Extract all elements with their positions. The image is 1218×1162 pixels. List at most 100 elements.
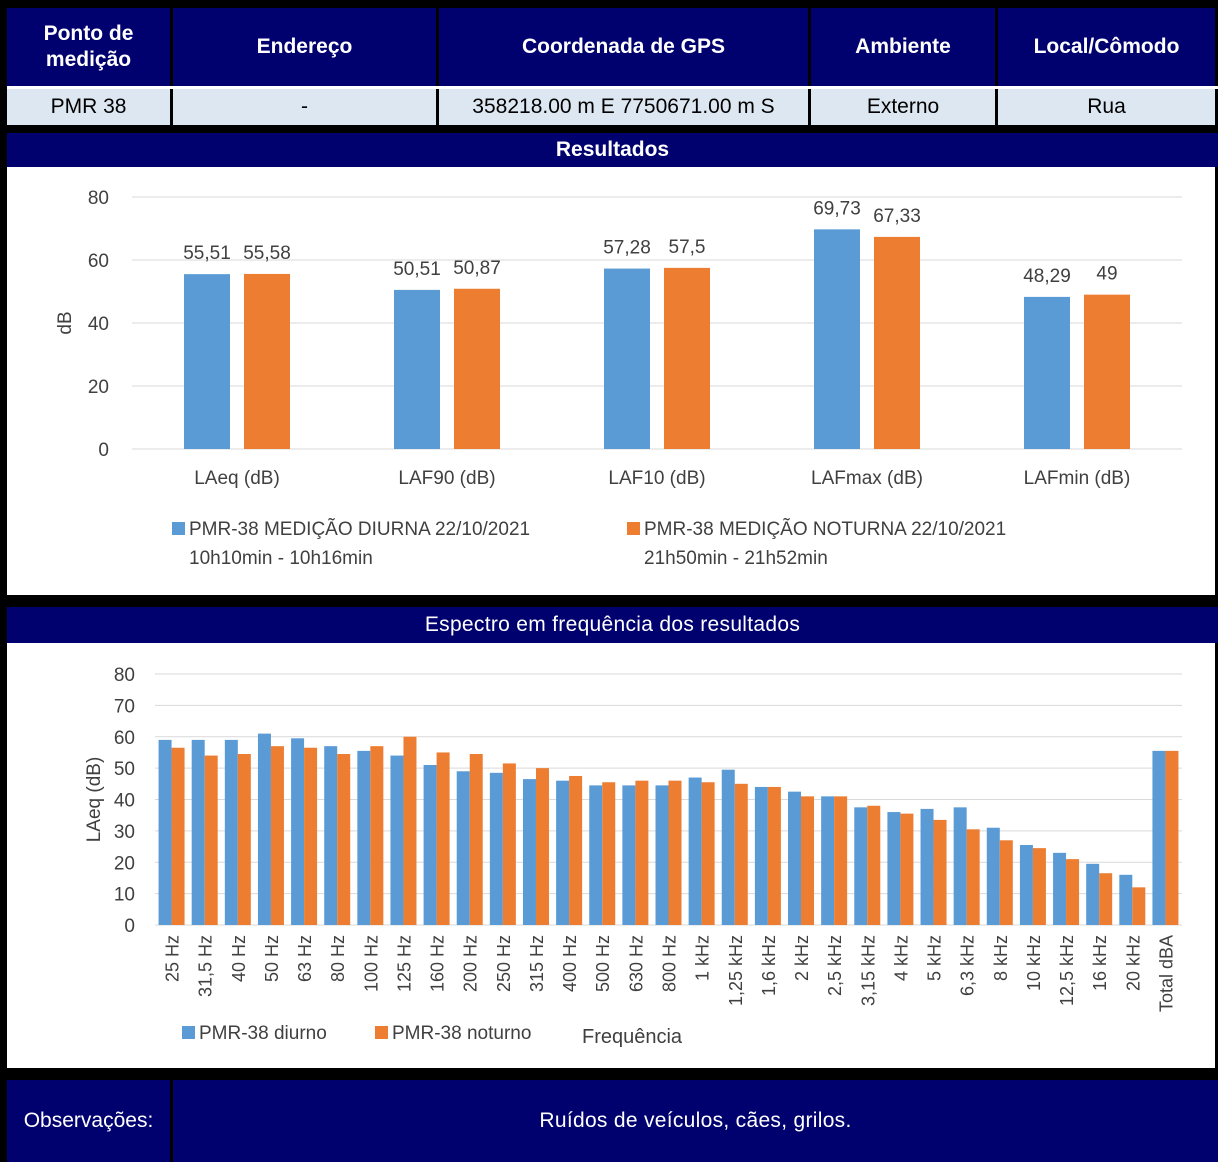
bar (721, 769, 735, 925)
header-endereco: Endereço (173, 8, 439, 86)
data-label: 57,5 (669, 237, 706, 258)
bar (668, 780, 682, 925)
bar (767, 786, 781, 925)
x-tick-label: LAFmax (dB) (811, 468, 923, 489)
y-tick-label: 0 (124, 916, 135, 937)
data-label: 67,33 (873, 206, 921, 227)
bar (522, 779, 536, 925)
x-tick-label: 25 Hz (163, 935, 183, 982)
bar (589, 785, 603, 925)
header-local: Local/Cômodo (998, 8, 1218, 86)
spectrum-chart: 0 10 20 30 40 50 60 70 80 LAeq (dB) 25 Hz 31,5 Hz 40… (84, 665, 1182, 1048)
x-tick-label: 2,5 kHz (825, 935, 845, 996)
bar (953, 807, 967, 925)
bar (436, 752, 450, 925)
y-axis-label: dB (55, 311, 76, 334)
value-endereco: - (173, 89, 439, 125)
data-label: 55,58 (243, 243, 291, 264)
x-tick-label: 80 Hz (328, 935, 348, 982)
bar (456, 771, 470, 925)
value-coordenada: 358218.00 m E 7750671.00 m S (439, 89, 811, 125)
bar (604, 268, 650, 449)
x-tick-label: 2 kHz (792, 935, 812, 981)
x-tick-label: 630 Hz (626, 935, 646, 992)
bar (1165, 750, 1179, 925)
legend-label-line2: 10h10min - 10h16min (189, 548, 373, 569)
bar (900, 813, 914, 925)
x-tick-label: 250 Hz (494, 935, 514, 992)
bar (291, 738, 305, 925)
x-tick-label: 125 Hz (394, 935, 414, 992)
bar (370, 746, 384, 925)
y-tick-label: 80 (114, 665, 135, 686)
x-tick-label: 5 kHz (925, 935, 945, 981)
y-tick-label: 50 (114, 759, 135, 780)
x-tick-label: LAeq (dB) (194, 468, 280, 489)
x-tick-label: 160 Hz (428, 935, 448, 992)
x-tick-label: LAF90 (dB) (398, 468, 495, 489)
legend-label: PMR-38 MEDIÇÃO DIURNA 22/10/2021 (189, 518, 530, 540)
x-tick-label: 1,25 kHz (726, 935, 746, 1006)
bar (184, 274, 230, 449)
spectrum-title: Espectro em frequência dos resultados (7, 607, 1218, 643)
spectrum-chart-panel: 0 10 20 30 40 50 60 70 80 LAeq (dB) 25 Hz 31,5 Hz 40… (7, 643, 1218, 1068)
bar (158, 739, 172, 925)
bar (821, 796, 835, 925)
x-tick-label: 6,3 kHz (958, 935, 978, 996)
bar (1084, 294, 1130, 449)
legend-label: PMR-38 noturno (392, 1023, 531, 1044)
row-separator (7, 125, 1218, 133)
results-chart: 0 20 40 60 80 dB 55,51 55,58 LAeq (dB) 50,51 50,87… (55, 188, 1182, 569)
header-coordenada: Coordenada de GPS (439, 8, 811, 86)
bar (224, 739, 238, 925)
data-label: 49 (1096, 264, 1117, 285)
value-ponto: PMR 38 (7, 89, 173, 125)
data-label: 50,87 (453, 258, 501, 279)
bar (622, 785, 636, 925)
bar (569, 775, 583, 925)
bar (257, 733, 271, 925)
bar (454, 288, 500, 449)
y-tick-label: 40 (114, 791, 135, 812)
bar (688, 777, 702, 925)
panel-separator (7, 595, 1218, 607)
bar (920, 808, 934, 925)
x-tick-label: 31,5 Hz (196, 935, 216, 997)
value-ambiente: Externo (811, 89, 998, 125)
y-axis-label: LAeq (dB) (84, 757, 105, 843)
bar (1019, 844, 1033, 925)
bar (834, 796, 848, 925)
bar (1119, 874, 1133, 925)
panel-separator-2 (7, 1068, 1218, 1080)
bar (1152, 750, 1166, 925)
bar (602, 782, 616, 925)
x-tick-label: 3,15 kHz (858, 935, 878, 1006)
x-tick-label: Total dBA (1156, 935, 1176, 1012)
x-axis-label: Frequência (582, 1026, 683, 1048)
bar (469, 754, 483, 925)
bar (171, 747, 185, 925)
bar (237, 754, 251, 925)
bar (655, 785, 669, 925)
x-tick-label: LAFmin (dB) (1024, 468, 1131, 489)
results-title: Resultados (7, 133, 1218, 167)
bar (734, 783, 748, 925)
x-tick-label: 100 Hz (361, 935, 381, 992)
x-tick-label: 200 Hz (461, 935, 481, 992)
bar (986, 827, 1000, 925)
y-tick-label: 20 (114, 853, 135, 874)
results-chart-panel: 0 20 40 60 80 dB 55,51 55,58 LAeq (dB) 50,51 50,87… (7, 167, 1218, 595)
legend-label: PMR-38 MEDIÇÃO NOTURNA 22/10/2021 (644, 518, 1006, 540)
bar (423, 764, 437, 925)
x-tick-label: 20 kHz (1123, 935, 1143, 991)
bar (204, 755, 218, 925)
bar (502, 763, 516, 925)
legend-swatch (627, 522, 640, 535)
bar (664, 267, 710, 449)
bar (270, 746, 284, 925)
bar (1132, 887, 1146, 925)
x-tick-label: 400 Hz (560, 935, 580, 992)
data-label: 55,51 (183, 243, 231, 264)
y-tick-label: 70 (114, 696, 135, 717)
